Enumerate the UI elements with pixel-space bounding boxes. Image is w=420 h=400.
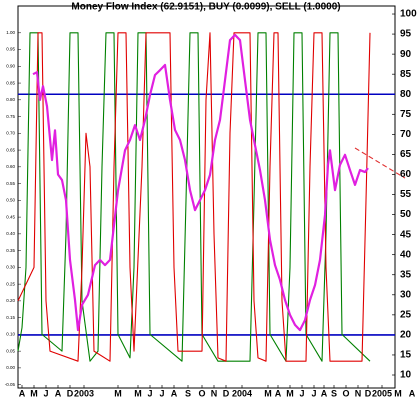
x-tick-label: 2003 [74, 388, 94, 398]
y-tick-label: 0.75 [6, 114, 15, 119]
y-tick-label: 0.25 [6, 281, 15, 286]
y2-tick-label: 60 [400, 169, 412, 180]
y2-tick-label: 25 [400, 309, 412, 320]
x-tick-label: J [311, 388, 316, 398]
x-tick-label: J [43, 388, 48, 398]
x-tick-label: J [159, 388, 164, 398]
y2-tick-label: 100 [400, 9, 417, 20]
y-tick-label: 0.30 [6, 265, 15, 270]
x-tick-label: N [355, 388, 362, 398]
x-tick-label: A [55, 388, 62, 398]
x-tick-label: A [19, 388, 26, 398]
series-line [17, 32, 371, 362]
y-tick-label: 0.40 [6, 231, 15, 236]
y-tick-label: 0.35 [6, 248, 15, 253]
y2-tick-label: 35 [400, 269, 412, 280]
series-line [32, 33, 369, 332]
x-tick-label: D [67, 388, 74, 398]
y2-tick-label: 65 [400, 149, 412, 160]
y-tick-label: 0.90 [6, 64, 15, 69]
y2-tick-label: 55 [400, 189, 412, 200]
x-tick-label: J [147, 388, 152, 398]
x-tick-label: S [331, 388, 337, 398]
y-tick-label: 0.00 [6, 365, 15, 370]
x-tick-label: M [264, 388, 272, 398]
y2-tick-label: 50 [400, 209, 412, 220]
y2-tick-label: 85 [400, 69, 412, 80]
y2-tick-label: 40 [400, 249, 412, 260]
y2-tick-label: 75 [400, 109, 412, 120]
y-tick-label: 0.60 [6, 164, 15, 169]
x-tick-label: A [321, 388, 328, 398]
series-line [354, 147, 406, 179]
y2-tick-label: 45 [400, 229, 412, 240]
x-tick-label: A [275, 388, 282, 398]
x-tick-label: D [365, 388, 372, 398]
y-tick-label: 0.85 [6, 80, 15, 85]
x-tick-label: M [286, 388, 294, 398]
y2-tick-label: 90 [400, 49, 412, 60]
y-tick-label: 0.95 [6, 47, 15, 52]
y2-tick-label: 20 [400, 330, 412, 341]
y2-tick-label: 10 [400, 370, 412, 381]
y-tick-label: 0.20 [6, 298, 15, 303]
y-tick-label: 0.70 [6, 131, 15, 136]
x-tick-label: A [171, 388, 178, 398]
x-tick-label: M [134, 388, 142, 398]
y-tick-label: 0.05 [6, 348, 15, 353]
x-tick-label: M [394, 388, 402, 398]
y-tick-label: 0.80 [6, 97, 15, 102]
x-tick-label: O [342, 388, 349, 398]
x-tick-label: 2005 [372, 388, 392, 398]
y-tick-label: 0.65 [6, 147, 15, 152]
y-tick-label: 0.50 [6, 198, 15, 203]
x-tick-label: M [114, 388, 122, 398]
y-tick-label: 0.55 [6, 181, 15, 186]
y-tick-label: 0.45 [6, 214, 15, 219]
x-tick-label: 2004 [232, 388, 252, 398]
chart-title: Money Flow Index (62.9151), BUY (0.0099)… [71, 2, 340, 13]
x-tick-label: D [223, 388, 230, 398]
y-tick-label: 1.00 [6, 30, 15, 35]
x-tick-label: O [198, 388, 205, 398]
x-tick-label: S [185, 388, 191, 398]
y-tick-label: -0.05 [5, 382, 16, 387]
y2-tick-label: 95 [400, 29, 412, 40]
y-tick-label: 0.10 [6, 332, 15, 337]
y2-tick-label: 30 [400, 289, 412, 300]
x-tick-label: J [299, 388, 304, 398]
x-tick-label: N [211, 388, 218, 398]
y2-tick-label: 80 [400, 89, 412, 100]
y2-tick-label: 15 [400, 350, 412, 361]
x-tick-label: M [30, 388, 38, 398]
y2-tick-label: 70 [400, 129, 412, 140]
y-tick-label: 0.15 [6, 315, 15, 320]
x-tick-label: A [409, 388, 416, 398]
